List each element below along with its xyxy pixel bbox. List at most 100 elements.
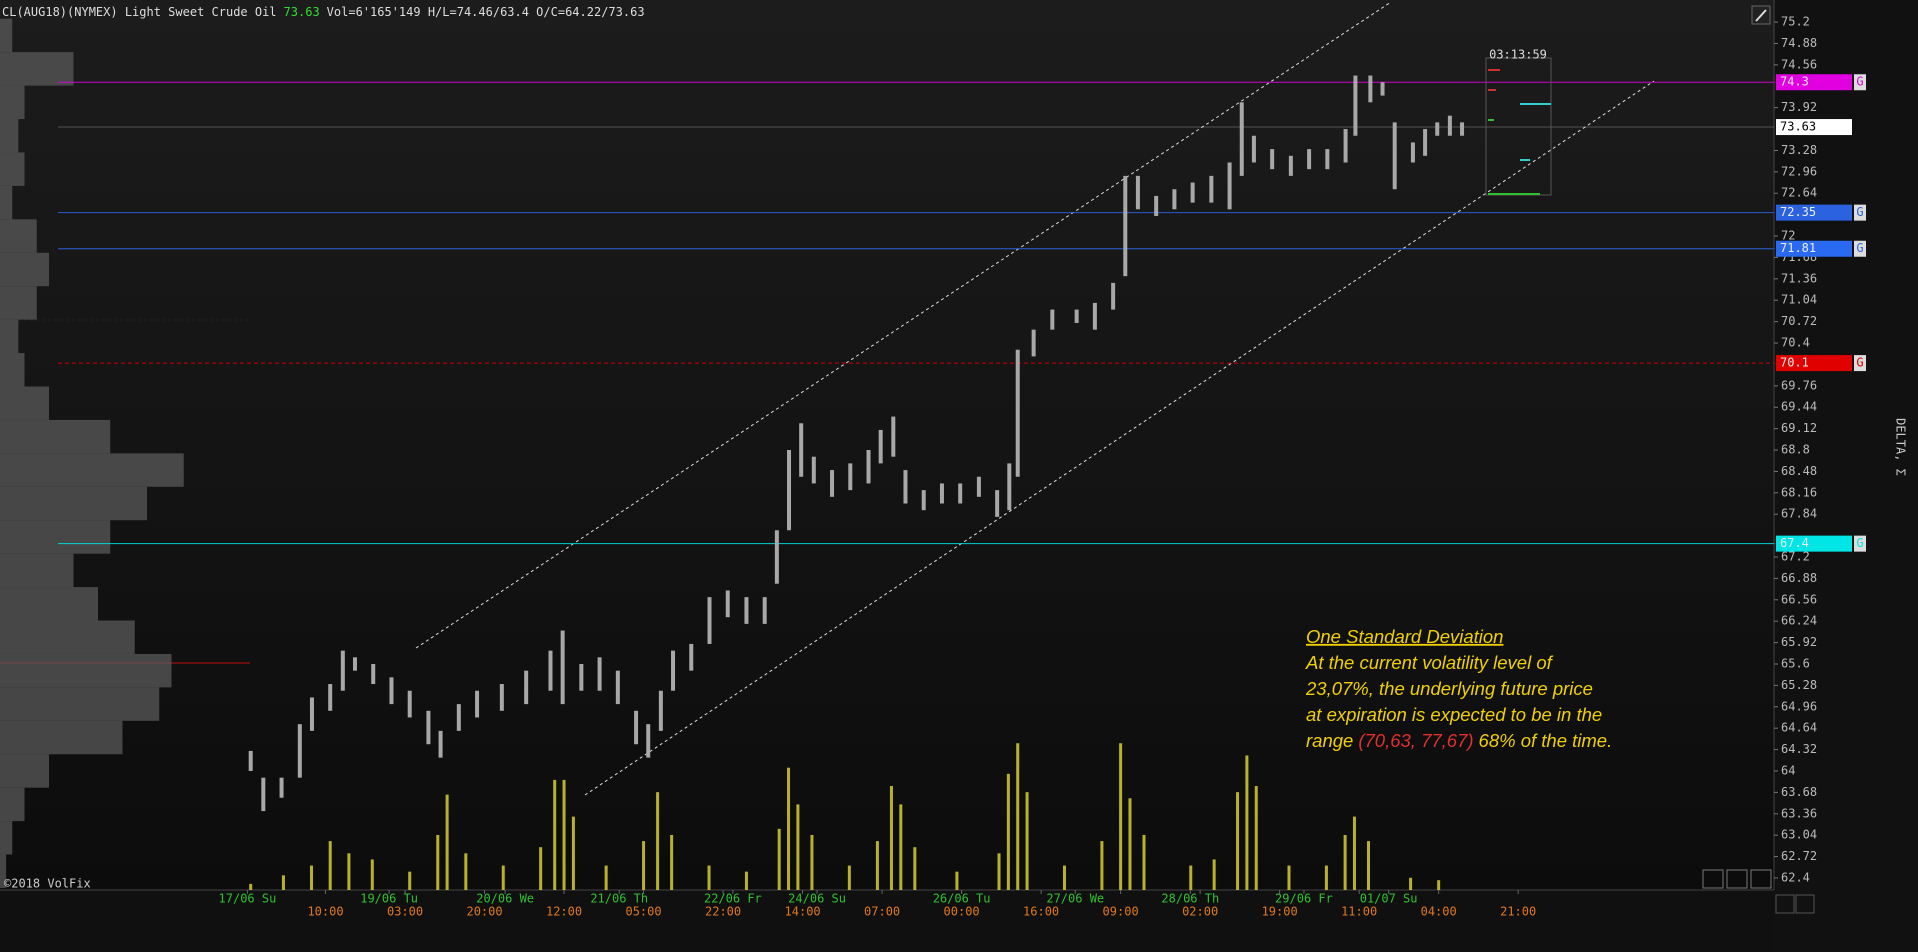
candle — [297, 724, 302, 778]
level-flag-box — [1854, 204, 1866, 221]
profile-bar — [0, 854, 7, 888]
y-tick-label: 75.2 — [1781, 15, 1810, 29]
copyright: ©2018 VolFix — [4, 877, 91, 891]
profile-bar — [0, 286, 37, 320]
candle — [1288, 155, 1293, 176]
candle — [658, 690, 663, 731]
x-tick-label: 22:00 — [705, 905, 741, 919]
volume-bar — [744, 871, 748, 890]
volume-bar — [1128, 798, 1132, 890]
profile-bar — [0, 754, 49, 788]
y-tick-label: 73.28 — [1781, 143, 1817, 157]
volume-bar — [464, 853, 468, 890]
candle — [1410, 142, 1415, 163]
volume-bar — [571, 816, 575, 890]
volume-bar — [249, 883, 253, 890]
pencil-icon — [1755, 9, 1767, 22]
volume-bar — [707, 865, 711, 890]
x-tick-label: 01/07 Su — [1360, 892, 1418, 906]
y-tick-label: 64.64 — [1781, 721, 1817, 735]
candle — [1074, 309, 1079, 323]
candle — [1325, 149, 1330, 170]
candle — [774, 530, 779, 584]
candle — [548, 650, 553, 691]
color-button[interactable] — [1726, 869, 1748, 889]
profile-bar — [0, 520, 111, 554]
profile-bar — [0, 587, 98, 621]
candle — [1380, 82, 1385, 96]
level-flag: G — [1856, 536, 1863, 550]
profile-bar — [0, 821, 13, 855]
candle — [995, 490, 1000, 517]
y-tick-label: 70.4 — [1781, 336, 1810, 350]
y-tick-label: 72 — [1781, 229, 1795, 243]
x-tick-label: 19:00 — [1262, 905, 1298, 919]
y-tick-label: 64.32 — [1781, 742, 1817, 756]
candle — [1460, 122, 1465, 136]
x-tick-label: 26/06 Tu — [933, 892, 991, 906]
candle — [1190, 182, 1195, 203]
x-tick-label: 29/06 Fr — [1275, 892, 1333, 906]
y-tick-label: 70.72 — [1781, 314, 1817, 328]
header: CL(AUG18)(NYMEX) Light Sweet Crude Oil 73… — [2, 5, 645, 19]
candle — [389, 677, 394, 705]
volume-bar — [1062, 865, 1066, 890]
profile-bar — [0, 419, 111, 454]
y-tick-label: 68.8 — [1781, 443, 1810, 457]
scroll-left-button[interactable] — [1775, 894, 1795, 914]
candle — [1392, 122, 1397, 190]
y-tick-label: 65.28 — [1781, 678, 1817, 692]
y-tick-label: 67.2 — [1781, 550, 1810, 564]
candle — [976, 476, 981, 497]
candle — [579, 663, 584, 691]
candle — [371, 663, 376, 685]
y-tick-label: 73.92 — [1781, 100, 1817, 114]
profile-bar — [0, 185, 13, 220]
level-flag: G — [1856, 75, 1863, 89]
profile-bar — [0, 453, 184, 487]
fullscreen-button[interactable] — [1750, 869, 1772, 889]
x-tick-label: 12:00 — [546, 905, 582, 919]
level-flag-box — [1854, 355, 1866, 372]
y-tick-label: 71.36 — [1781, 271, 1817, 285]
volume-bar — [796, 804, 800, 890]
layout-button[interactable] — [1702, 869, 1724, 889]
time-axis-background — [0, 890, 1774, 952]
volume-bar — [899, 804, 903, 890]
candle — [309, 697, 314, 731]
candle — [1209, 175, 1214, 203]
candle — [499, 684, 504, 711]
candle — [744, 597, 749, 624]
volume-bar — [670, 834, 674, 890]
volume-bar — [1409, 877, 1413, 890]
profile-bar — [0, 252, 49, 287]
y-tick-label: 68.16 — [1781, 485, 1817, 499]
profile-bar — [0, 553, 74, 588]
profile-bar — [0, 486, 147, 521]
volume-bar — [1016, 743, 1020, 890]
profile-bar — [0, 119, 19, 153]
x-tick-label: 10:00 — [307, 905, 343, 919]
level-flag: G — [1856, 205, 1863, 219]
candle — [762, 597, 767, 624]
candle — [1007, 463, 1012, 511]
volume-bar — [810, 834, 814, 890]
candle — [438, 730, 443, 758]
candle — [1172, 189, 1177, 210]
volume-bar — [1100, 841, 1104, 890]
stats: Vol=6'165'149 H/L=74.46/63.4 O/C=64.22/7… — [327, 5, 645, 19]
scroll-right-button[interactable] — [1795, 894, 1815, 914]
volume-bar — [539, 847, 543, 890]
annotation-line: range (70,63, 77,67) 68% of the time. — [1306, 730, 1612, 751]
profile-bar — [0, 219, 37, 253]
x-tick-label: 04:00 — [1421, 905, 1457, 919]
volume-bar — [1254, 786, 1258, 890]
level-label: 70.1 — [1780, 356, 1809, 370]
profile-bar — [0, 152, 25, 186]
y-tick-label: 63.68 — [1781, 785, 1817, 799]
candle — [848, 463, 853, 491]
profile-bar — [0, 720, 123, 755]
volume-bar — [1245, 755, 1249, 890]
volume-bar — [1025, 792, 1029, 890]
